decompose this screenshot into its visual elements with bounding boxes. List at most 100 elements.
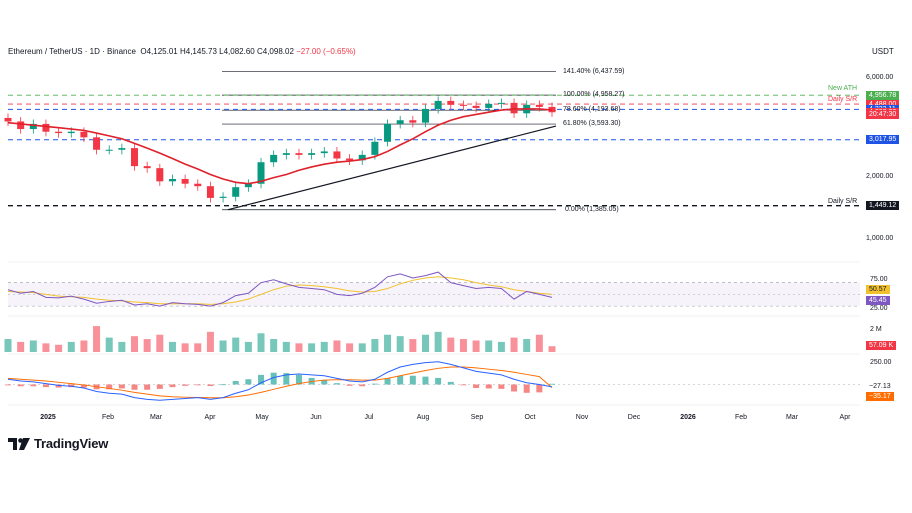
- candle-body: [485, 103, 493, 108]
- macd-histogram-bar: [207, 384, 214, 387]
- macd-histogram-bar: [549, 383, 555, 385]
- volume-tag: 57.09 K: [866, 341, 897, 350]
- volume-bar: [384, 334, 392, 352]
- volume-bar: [320, 341, 328, 352]
- macd-histogram-bar: [371, 383, 378, 385]
- volume-bar: [535, 334, 543, 352]
- macd-histogram-bar: [333, 383, 340, 385]
- trendline: [227, 125, 557, 211]
- candle-body: [244, 183, 252, 188]
- candle-body: [118, 148, 126, 150]
- volume-bar: [346, 343, 354, 352]
- macd-histogram-bar: [409, 375, 416, 385]
- volume-bar: [219, 340, 227, 352]
- time-axis-tick: May: [255, 414, 269, 421]
- volume-bar: [244, 341, 252, 352]
- candle-body: [346, 158, 354, 161]
- candle-body: [4, 117, 12, 122]
- candle-body: [219, 196, 227, 198]
- ema-line: [7, 108, 553, 185]
- candle-body: [206, 186, 214, 198]
- volume-bar: [168, 341, 176, 352]
- macd-histogram-bar: [422, 376, 429, 385]
- time-axis-tick: Aug: [416, 414, 430, 421]
- fib-level-label: 78.60% (4,193.68): [563, 106, 621, 114]
- tradingview-logo-icon: [8, 437, 30, 450]
- volume-bar: [29, 340, 37, 352]
- macd-histogram-bar: [30, 384, 37, 387]
- candle-body: [472, 105, 480, 108]
- volume-bar: [548, 346, 556, 352]
- candle-body: [295, 153, 303, 155]
- volume-bar: [396, 336, 404, 352]
- time-axis-tick: Apr: [839, 414, 851, 421]
- fib-level-label: 0.00% (1,385.05): [565, 205, 619, 213]
- candle-body: [396, 120, 404, 124]
- volume-bar: [510, 337, 518, 352]
- time-axis-tick: 2025: [40, 414, 56, 421]
- macd-histogram-bar: [523, 384, 530, 393]
- macd-histogram-bar: [359, 384, 366, 387]
- candles: [4, 96, 556, 203]
- macd-histogram-bar: [156, 384, 163, 389]
- price-tag: 3,017.95: [866, 135, 900, 145]
- macd-histogram-bar: [232, 381, 239, 385]
- candle-body: [434, 100, 442, 109]
- candle-body: [156, 168, 164, 182]
- macd-histogram-bar: [270, 372, 277, 385]
- macd-histogram-bar: [435, 377, 442, 385]
- candle-body: [497, 102, 505, 104]
- currency-label: USDT: [872, 47, 894, 56]
- candle-body: [105, 149, 113, 151]
- candle-body: [29, 123, 37, 130]
- volume-bar: [143, 339, 151, 352]
- candle-body: [143, 166, 151, 169]
- symbol-name[interactable]: Ethereum / TetherUS · 1D · Binance: [8, 47, 136, 56]
- candle-body: [333, 151, 341, 159]
- volume-axis-tick: 2 M: [870, 326, 882, 333]
- rsi-axis-tick: 75.00: [870, 275, 888, 283]
- volume-bar: [17, 341, 25, 352]
- volume-bar: [257, 333, 265, 352]
- candle-body: [270, 154, 278, 163]
- time-axis-tick: Sep: [470, 414, 484, 421]
- candle-body: [42, 123, 50, 132]
- price-axis-tick: 1,000.00: [866, 235, 894, 242]
- rsi-line: [7, 271, 553, 307]
- time-axis-tick: Nov: [575, 414, 589, 421]
- volume-bar: [472, 340, 480, 352]
- time-axis-tick: Feb: [101, 414, 115, 421]
- candle-body: [181, 178, 189, 184]
- tradingview-logo[interactable]: TradingView: [8, 436, 108, 451]
- candle-body: [447, 100, 455, 105]
- candle-body: [17, 121, 25, 130]
- macd-histogram-bar: [220, 384, 227, 386]
- fib-level-label: 61.80% (3,593.30): [563, 120, 621, 128]
- time-axis-tick: Feb: [734, 414, 748, 421]
- price-axis-tick: 2,000.00: [866, 172, 894, 180]
- high-value: H4,145.73: [179, 47, 217, 56]
- rsi-ma-tag: 50.57: [866, 285, 890, 295]
- time-axis-tick: Oct: [524, 414, 536, 421]
- level-annotation: Daily S/R: [828, 96, 858, 104]
- macd-histogram-bar: [346, 384, 353, 386]
- volume-bar: [194, 343, 202, 352]
- candle-body: [510, 102, 518, 114]
- macd-histogram-bar: [295, 374, 302, 385]
- time-axis-tick: Jul: [364, 414, 374, 421]
- candle-body: [131, 148, 139, 167]
- rsi-ma-line: [7, 276, 553, 305]
- volume-bar: [459, 339, 467, 352]
- macd-histogram-bar: [283, 373, 290, 385]
- macd-histogram-bar: [106, 384, 113, 390]
- macd-histogram-bar: [485, 384, 492, 389]
- macd-axis-tick: 250.00: [870, 358, 892, 366]
- macd-histogram-bar: [144, 384, 151, 390]
- candle-body: [168, 178, 176, 182]
- price-tag: 20:47:30: [866, 110, 900, 120]
- candle-body: [371, 141, 379, 155]
- volume-bar: [4, 339, 12, 352]
- open-value: O4,125.01: [140, 47, 178, 56]
- macd-histogram-bar: [42, 384, 49, 388]
- macd-histogram-bar: [460, 384, 467, 386]
